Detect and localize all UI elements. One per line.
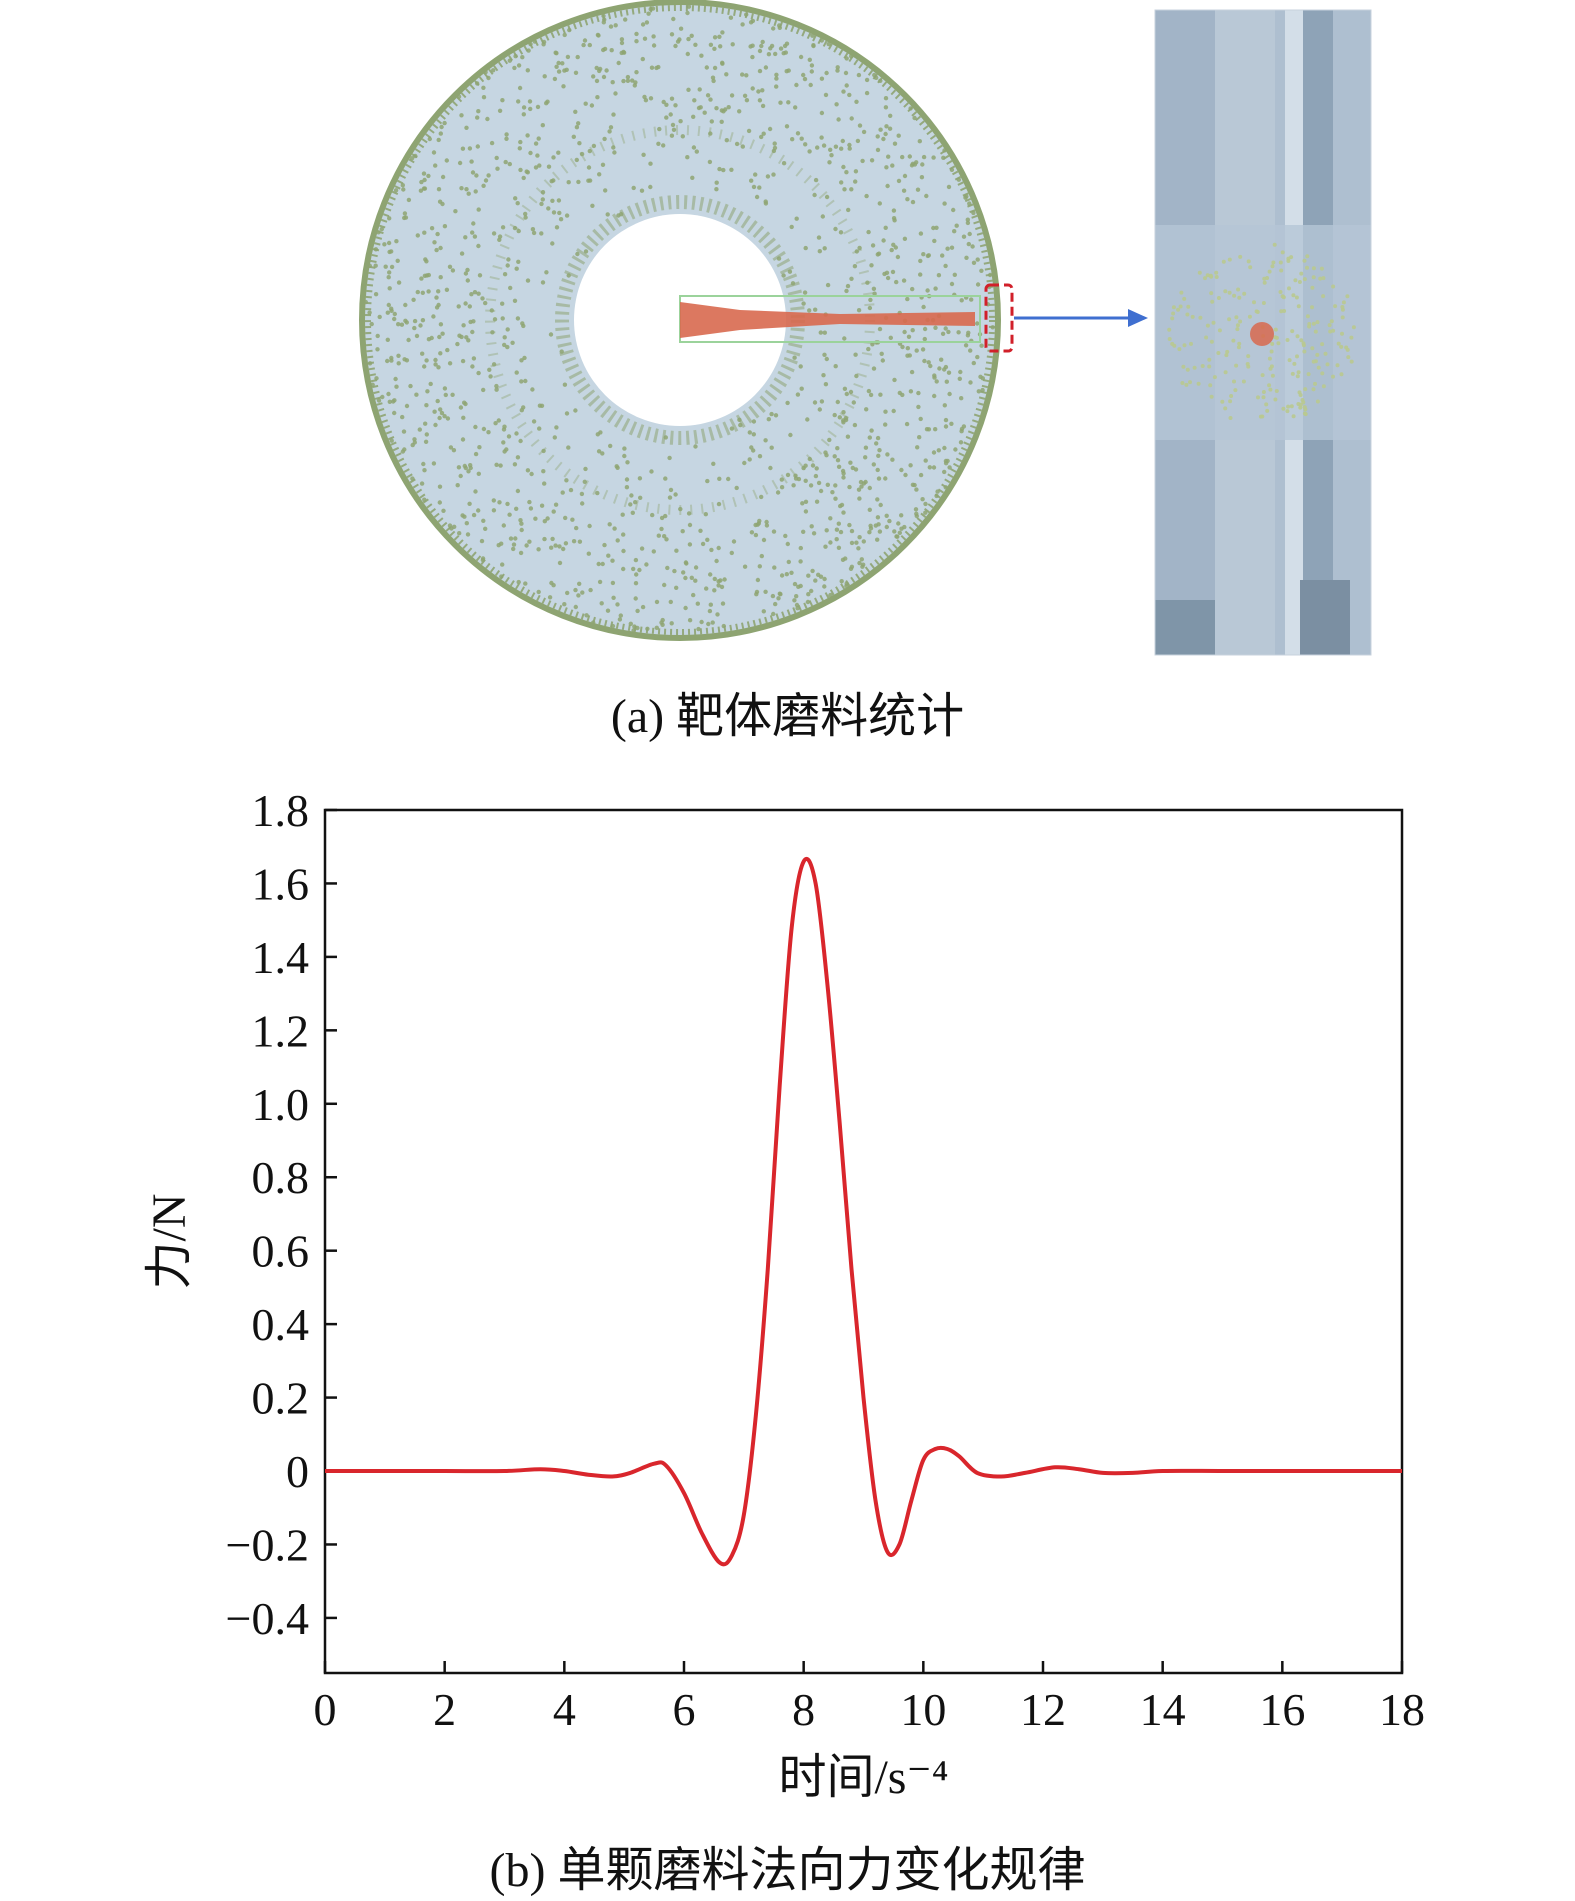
y-tick-label: 0.4 xyxy=(252,1299,310,1350)
y-tick-label: −0.4 xyxy=(226,1593,309,1644)
plot-frame xyxy=(323,808,1404,1675)
particle-ring-outer xyxy=(365,5,995,635)
x-tick-label: 12 xyxy=(1020,1684,1066,1735)
y-tick-label: 1.4 xyxy=(252,932,310,983)
highlight-box xyxy=(984,283,1014,353)
y-tick-label: 1.0 xyxy=(252,1079,310,1130)
y-tick-label: 0 xyxy=(286,1446,309,1497)
y-tick-label: 0.2 xyxy=(252,1373,310,1424)
y-tick-label: −0.2 xyxy=(226,1519,309,1570)
zoom-core xyxy=(1250,322,1274,346)
force-chart: 0 2 4 6 8 10 12 14 16 18 1.8 1.6 1.4 1.2 1.0 0.8 0.6 0.4 0… xyxy=(143,785,1425,1804)
zoom-arrow-head xyxy=(1128,309,1148,327)
y-tick-label: 1.6 xyxy=(252,858,310,909)
force-series-line xyxy=(325,856,1402,1567)
x-axis-label: 时间/s⁻⁴ xyxy=(778,1751,948,1804)
caption-b: (b) 单颗磨料法向力变化规律 xyxy=(489,1844,1086,1897)
abrasive-particles xyxy=(363,4,995,633)
x-tick-label: 2 xyxy=(433,1684,456,1735)
jet-stream xyxy=(680,302,975,338)
y-tick-label: 0.8 xyxy=(252,1152,310,1203)
y-axis-label: 力/N xyxy=(143,1193,196,1289)
x-tick-label: 8 xyxy=(792,1684,815,1735)
figure-a-simulation xyxy=(359,0,1372,656)
x-tick-label: 14 xyxy=(1140,1684,1186,1735)
x-tick-label: 6 xyxy=(673,1684,696,1735)
x-tick-label: 18 xyxy=(1379,1684,1425,1735)
y-tick-label: 0.6 xyxy=(252,1226,310,1277)
x-tick-label: 4 xyxy=(553,1684,576,1735)
y-tick-label: 1.2 xyxy=(252,1005,310,1056)
y-tick-label: 1.8 xyxy=(252,785,310,836)
zoom-panel xyxy=(1155,10,1371,655)
x-tick-label: 10 xyxy=(900,1684,946,1735)
x-tick-label: 0 xyxy=(314,1684,337,1735)
x-tick-label: 16 xyxy=(1259,1684,1305,1735)
caption-a: (a) 靶体磨料统计 xyxy=(610,690,965,743)
